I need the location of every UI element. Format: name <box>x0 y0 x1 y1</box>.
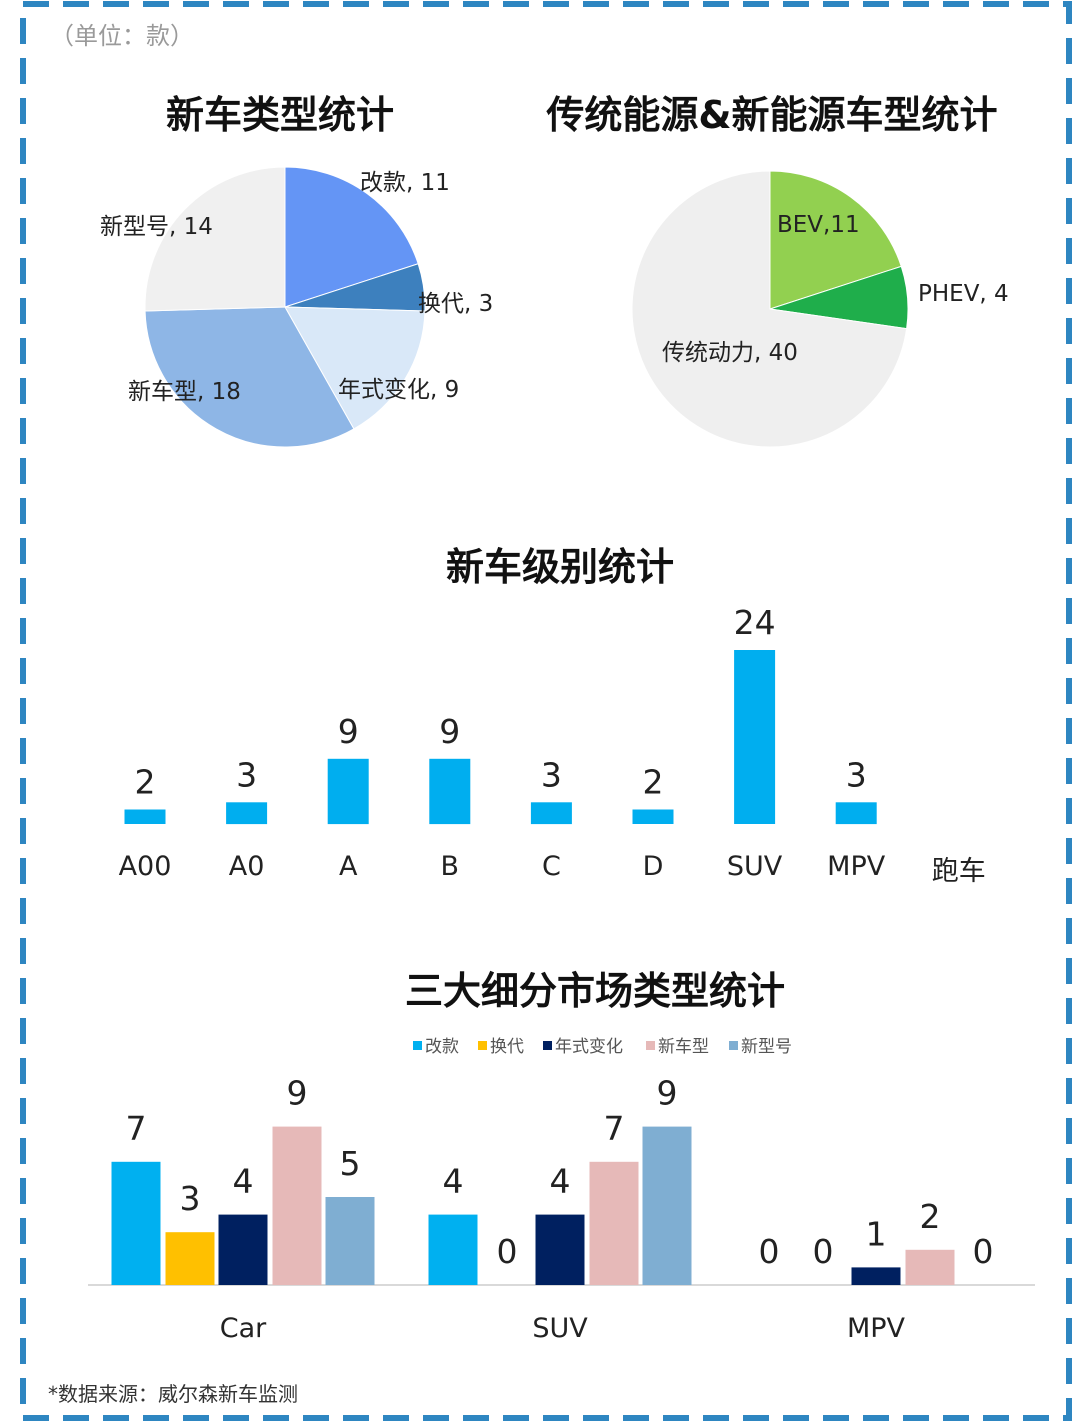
bar <box>589 1161 639 1285</box>
source-note: *数据来源：威尔森新车监测 <box>48 1382 298 1406</box>
bar-value-label: 9 <box>439 712 460 751</box>
x-tick-label: A0 <box>229 851 265 882</box>
legend-label: 新型号 <box>741 1037 792 1057</box>
pie-slice-label: 新型号, 14 <box>100 214 213 240</box>
bar-value-label: 2 <box>135 763 156 802</box>
bar-value-label: 2 <box>643 763 664 802</box>
bar1-title: 新车级别统计 <box>446 545 674 589</box>
legend-swatch <box>543 1041 552 1050</box>
pie-slice <box>144 166 286 312</box>
x-tick-label: 跑车 <box>932 856 986 887</box>
legend-swatch <box>478 1041 487 1050</box>
x-tick-label: SUV <box>727 851 783 882</box>
bar <box>272 1126 322 1285</box>
bar-value-label: 7 <box>604 1109 625 1148</box>
bar <box>535 1214 585 1285</box>
pie-slice <box>631 170 908 448</box>
pie2-title: 传统能源&新能源车型统计 <box>545 93 997 137</box>
bar <box>226 802 268 825</box>
bar <box>111 1161 161 1285</box>
pie-chart-new-car-types: 新车类型统计 改款, 11 换代, 3 年式变化, 9 新车型, 18 新型号, 14 <box>100 93 493 448</box>
legend-swatch <box>413 1041 422 1050</box>
bar <box>835 802 877 825</box>
bar <box>429 758 471 825</box>
bar-value-label: 9 <box>657 1074 678 1113</box>
bar-value-label: 4 <box>550 1162 571 1201</box>
bar-value-label: 9 <box>338 712 359 751</box>
pie-slice-label: BEV,11 <box>777 212 860 238</box>
bar-chart-market-segments: 三大细分市场类型统计 改款 换代 年式变化 新车型 新型号 73 495Car40479S… <box>88 969 1035 1344</box>
x-tick-label: B <box>441 851 460 882</box>
bar <box>905 1249 955 1285</box>
legend-label: 换代 <box>490 1037 524 1057</box>
bar-value-label: 3 <box>180 1179 201 1218</box>
bar2-title: 三大细分市场类型统计 <box>405 969 785 1013</box>
bar-value-label: 3 <box>541 755 562 794</box>
bar-value-label: 1 <box>866 1214 887 1253</box>
bar <box>632 809 674 824</box>
x-tick-label: D <box>643 851 664 882</box>
x-tick-label: Car <box>220 1313 267 1344</box>
x-tick-label: MPV <box>827 851 886 882</box>
pie-slice-label: 改款, 11 <box>360 170 450 196</box>
bar-value-label: 9 <box>287 1074 308 1113</box>
bar <box>327 758 369 825</box>
bar-value-label: 0 <box>759 1232 780 1271</box>
bar-value-label: 24 <box>734 603 776 642</box>
bar-value-label: 5 <box>340 1144 361 1183</box>
bar-value-label: 0 <box>813 1232 834 1271</box>
pie-slice-label: 新车型, 18 <box>128 379 241 405</box>
pie-slice <box>284 306 426 430</box>
legend-swatch <box>646 1041 655 1050</box>
bar <box>851 1267 901 1285</box>
legend: 改款 换代 年式变化 新车型 新型号 <box>413 1037 792 1057</box>
pie-slice <box>144 306 355 448</box>
bar <box>325 1197 375 1285</box>
bar <box>218 1214 268 1285</box>
pie-slice <box>769 170 902 310</box>
bar <box>165 1232 215 1285</box>
x-tick-label: MPV <box>847 1313 906 1344</box>
legend-swatch <box>729 1041 738 1050</box>
bar <box>734 650 776 824</box>
bar <box>642 1126 692 1285</box>
bar-value-label: 4 <box>443 1162 464 1201</box>
pie1-title: 新车类型统计 <box>166 93 394 137</box>
bar-value-label: 3 <box>846 755 867 794</box>
pie-slice-label: 换代, 3 <box>418 291 493 317</box>
pie-slice <box>284 166 419 308</box>
legend-label: 年式变化 <box>555 1037 623 1057</box>
dashed-border <box>20 1 1072 1421</box>
pie-chart-energy-types: 传统能源&新能源车型统计 BEV,11 PHEV, 4 传统动力, 40 <box>545 93 1009 448</box>
bar-chart-vehicle-class: 新车级别统计 2 A00 3 A0 9 A 9 B 3 C 2 D 24 SUV 3 MPV 跑车 <box>119 545 986 887</box>
x-tick-label: A00 <box>119 851 172 882</box>
bar-value-label: 4 <box>233 1162 254 1201</box>
x-tick-label: SUV <box>532 1313 588 1344</box>
bar-value-label: 0 <box>497 1232 518 1271</box>
pie-slice-label: PHEV, 4 <box>918 281 1009 307</box>
bar <box>124 809 166 824</box>
legend-label: 改款 <box>425 1037 459 1057</box>
bar <box>530 802 572 825</box>
unit-note: （单位：款） <box>50 22 194 50</box>
legend-label: 新车型 <box>658 1037 709 1057</box>
bar-value-label: 3 <box>236 755 257 794</box>
pie-slice-label: 年式变化, 9 <box>338 377 459 403</box>
bar-value-label: 2 <box>920 1197 941 1236</box>
x-tick-label: A <box>339 851 358 882</box>
pie-slice-label: 传统动力, 40 <box>662 340 798 366</box>
bar-value-label: 7 <box>126 1109 147 1148</box>
bar-value-label: 0 <box>973 1232 994 1271</box>
x-tick-label: C <box>542 851 561 882</box>
bar <box>428 1214 478 1285</box>
